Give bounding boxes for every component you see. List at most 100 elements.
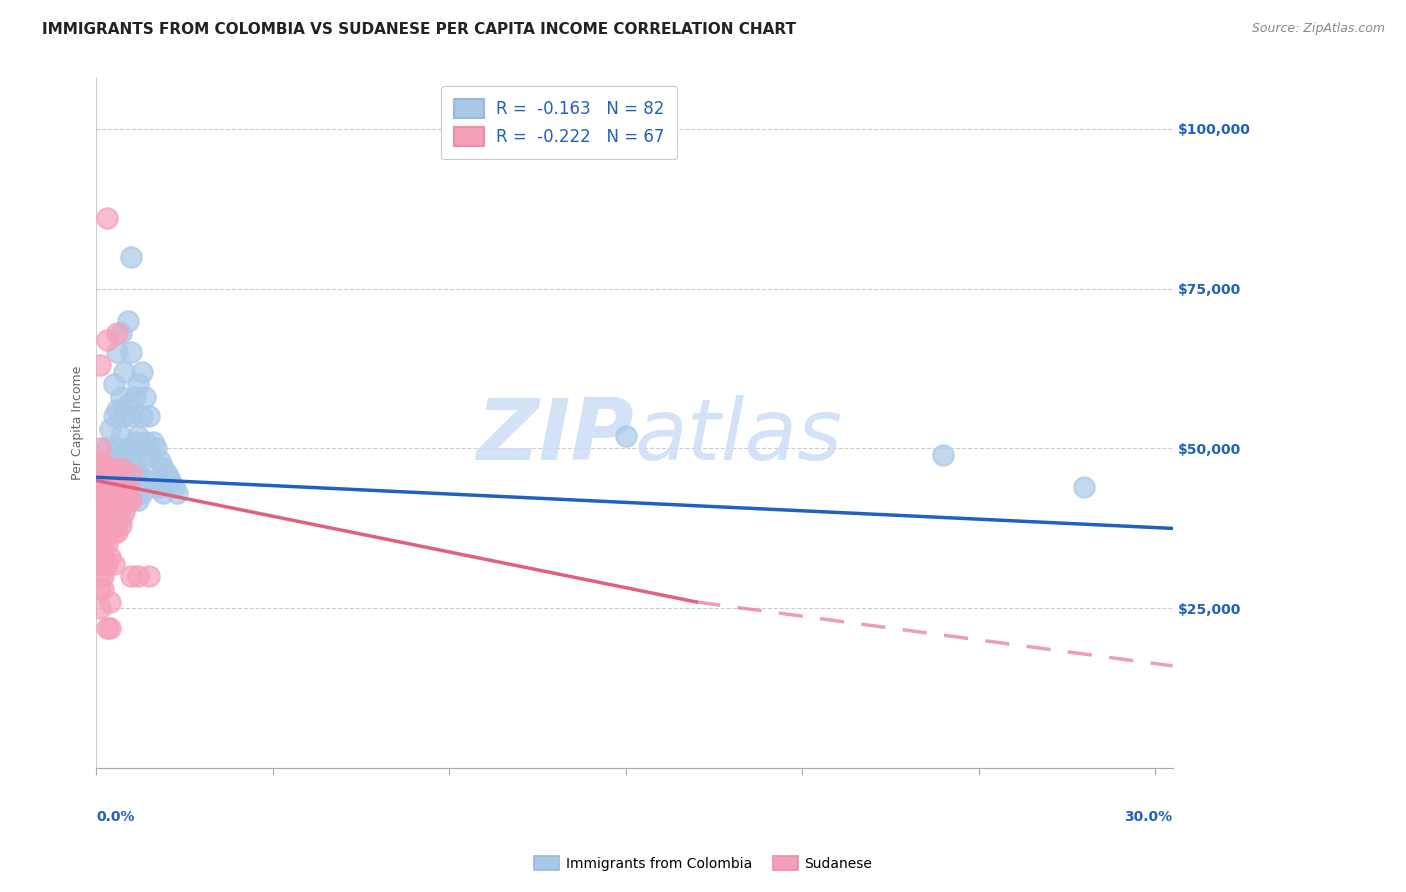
Point (145, 442, 167, 456)
Point (96, 333, 118, 347)
Point (127, 428, 149, 442)
Point (112, 448, 135, 462)
Point (91, 582, 114, 596)
Text: atlas: atlas (634, 395, 842, 478)
Point (96, 211, 118, 226)
Point (117, 442, 139, 456)
Point (89, 601, 111, 615)
Point (91, 505, 114, 519)
Point (141, 435, 163, 450)
Point (98, 460, 121, 475)
Point (96, 518, 118, 533)
Point (91, 474, 114, 488)
Point (127, 377, 149, 392)
Point (89, 467, 111, 481)
Point (91, 474, 114, 488)
Point (124, 435, 146, 450)
Point (156, 467, 179, 481)
Point (138, 569, 160, 583)
Point (149, 454, 172, 468)
Legend: R =  -0.163   N = 82, R =  -0.222   N = 67: R = -0.163 N = 82, R = -0.222 N = 67 (440, 86, 678, 160)
Point (89, 467, 111, 481)
Point (89, 569, 111, 583)
Point (98, 480, 121, 494)
Point (127, 467, 149, 481)
Point (120, 467, 142, 481)
Point (98, 518, 121, 533)
Point (1073, 480, 1095, 494)
Point (112, 474, 135, 488)
Point (105, 524, 128, 539)
Point (110, 518, 132, 533)
Point (112, 365, 135, 379)
Point (89, 499, 111, 513)
Point (89, 442, 111, 456)
Text: 30.0%: 30.0% (1125, 810, 1173, 823)
Point (103, 480, 125, 494)
Point (110, 390, 132, 404)
Point (110, 512, 132, 526)
Point (120, 454, 142, 468)
Point (110, 499, 132, 513)
Point (145, 480, 167, 494)
Point (134, 435, 156, 450)
Legend: Immigrants from Colombia, Sudanese: Immigrants from Colombia, Sudanese (529, 850, 877, 876)
Point (117, 467, 139, 481)
Point (131, 486, 153, 500)
Point (96, 492, 118, 507)
Point (614, 428, 637, 442)
Point (110, 428, 132, 442)
Point (89, 499, 111, 513)
Point (89, 480, 111, 494)
Point (96, 621, 118, 635)
Point (127, 492, 149, 507)
Point (152, 486, 174, 500)
Point (120, 492, 142, 507)
Point (124, 467, 146, 481)
Point (91, 486, 114, 500)
Point (127, 569, 149, 583)
Text: Source: ZipAtlas.com: Source: ZipAtlas.com (1251, 22, 1385, 36)
Point (105, 480, 128, 494)
Point (89, 557, 111, 571)
Point (98, 474, 121, 488)
Point (112, 505, 135, 519)
Text: IMMIGRANTS FROM COLOMBIA VS SUDANESE PER CAPITA INCOME CORRELATION CHART: IMMIGRANTS FROM COLOMBIA VS SUDANESE PER… (42, 22, 796, 37)
Point (91, 569, 114, 583)
Text: 0.0%: 0.0% (96, 810, 135, 823)
Point (91, 460, 114, 475)
Point (117, 492, 139, 507)
Point (89, 492, 111, 507)
Point (98, 422, 121, 436)
Point (105, 492, 128, 507)
Point (91, 512, 114, 526)
Text: ZIP: ZIP (477, 395, 634, 478)
Point (89, 543, 111, 558)
Point (103, 467, 125, 481)
Point (112, 499, 135, 513)
Point (152, 460, 174, 475)
Point (98, 595, 121, 609)
Point (159, 474, 181, 488)
Point (120, 486, 142, 500)
Point (103, 492, 125, 507)
Point (105, 467, 128, 481)
Point (131, 409, 153, 424)
Point (141, 474, 163, 488)
Point (134, 474, 156, 488)
Point (91, 518, 114, 533)
Point (98, 621, 121, 635)
Point (103, 505, 125, 519)
Point (105, 326, 128, 341)
Point (105, 442, 128, 456)
Point (89, 486, 111, 500)
Point (91, 524, 114, 539)
Point (117, 313, 139, 327)
Point (120, 250, 142, 264)
Point (120, 409, 142, 424)
Point (166, 486, 188, 500)
Point (89, 505, 111, 519)
Point (96, 492, 118, 507)
Point (105, 345, 128, 359)
Point (96, 505, 118, 519)
